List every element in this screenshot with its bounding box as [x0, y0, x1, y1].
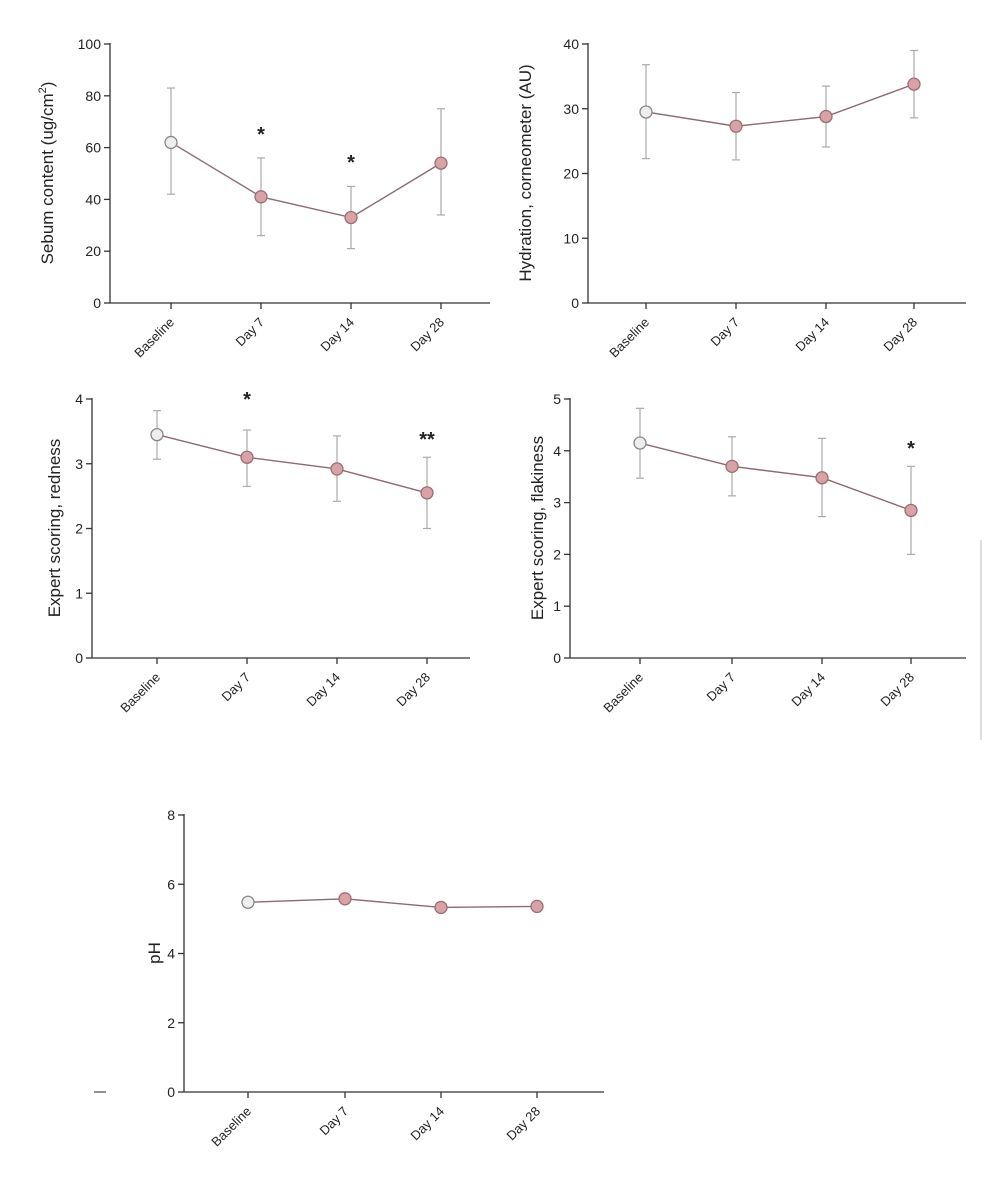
x-tick-label: Day 7 [232, 315, 267, 350]
x-tick-label: Baseline [208, 1104, 254, 1150]
chart-panel-5: 0 2 4 6 8 Baseline Day 7 Day 14 Day 28 pH [145, 807, 604, 1149]
x-tick-label: Day 14 [303, 670, 343, 710]
x-tick-label: Day 14 [788, 670, 828, 710]
y-axis-title: Expert scoring, redness [45, 439, 64, 618]
data-point [164, 135, 178, 150]
x-tick-label: Day 14 [407, 1104, 447, 1144]
y-tick-label: 5 [553, 391, 561, 407]
y-axis-title-text: Hydration, corneometer (AU) [516, 64, 535, 281]
y-axis-title: pH [145, 942, 164, 964]
chart-panel-2: 0 10 20 30 40 Baseline Day 7 Day 14 Day 28 Hydrat… [516, 36, 966, 360]
y-axis-title-superscript: 2 [37, 87, 49, 93]
x-tick-label: Day 28 [407, 315, 447, 355]
y-axis-title-text: Sebum content (ug/cm [38, 93, 57, 264]
series-line [639, 442, 912, 512]
x-tick-label: Baseline [606, 315, 652, 361]
y-tick-label: 0 [93, 295, 101, 311]
data-point [904, 503, 918, 518]
significance-marker: * [257, 124, 265, 146]
y-axis-title-text: Expert scoring, flakiness [528, 436, 547, 620]
y-tick-label: 80 [85, 88, 101, 104]
data-point [330, 462, 344, 476]
x-tick-label: Day 7 [316, 1104, 351, 1139]
x-tick-label: Day 28 [877, 670, 917, 710]
y-tick-label: 0 [75, 650, 83, 666]
x-tick-label: Day 14 [792, 315, 832, 355]
data-point [819, 109, 833, 124]
y-tick-label: 20 [85, 243, 101, 259]
x-tick-label: Day 7 [218, 670, 253, 705]
series-line [156, 433, 428, 494]
y-tick-label: 2 [75, 521, 83, 537]
y-axis-title-end: ) [38, 82, 57, 88]
y-tick-label: 40 [563, 36, 579, 52]
data-point [639, 105, 653, 119]
y-tick-label: 0 [167, 1084, 175, 1100]
significance-marker: * [347, 152, 355, 174]
y-axis-title: Expert scoring, flakiness [528, 436, 547, 620]
y-tick-label: 3 [553, 495, 561, 511]
data-point [729, 119, 743, 133]
data-point [240, 450, 254, 464]
y-tick-label: 100 [78, 36, 102, 52]
y-tick-label: 2 [553, 546, 561, 562]
x-tick-label: Day 28 [503, 1104, 543, 1144]
significance-marker: * [243, 389, 251, 411]
y-tick-label: 1 [75, 585, 83, 601]
y-axis-title-text: pH [145, 942, 164, 964]
y-tick-label: 30 [563, 101, 579, 117]
significance-marker: * [907, 438, 915, 460]
data-point [254, 190, 268, 204]
x-tick-label: Day 14 [317, 315, 357, 355]
data-point [338, 892, 352, 906]
y-tick-label: 60 [85, 140, 101, 156]
y-tick-label: 2 [167, 1015, 175, 1031]
y-tick-label: 3 [75, 456, 83, 472]
data-point [530, 899, 544, 914]
significance-marker: ** [419, 429, 435, 451]
x-tick-label: Day 28 [880, 315, 920, 355]
y-tick-label: 0 [553, 650, 561, 666]
x-tick-label: Day 28 [393, 670, 433, 710]
data-point [434, 156, 448, 170]
y-tick-label: 4 [553, 443, 561, 459]
y-axis-title-text: Expert scoring, redness [45, 439, 64, 618]
series-line [247, 898, 538, 909]
chart-panel-3: 0 1 2 3 4 Baseline Day 7 Day 14 Day 28 Expert sco… [45, 389, 470, 715]
x-tick-label: Day 7 [707, 315, 742, 350]
y-tick-label: 20 [563, 166, 579, 182]
data-point [907, 77, 921, 91]
y-tick-label: 10 [563, 230, 579, 246]
data-point [815, 471, 829, 485]
y-axis-title: Sebum content (ug/cm2) [37, 82, 57, 265]
y-tick-label: 8 [167, 807, 175, 823]
y-tick-label: 4 [167, 946, 175, 962]
x-tick-label: Baseline [131, 315, 177, 361]
data-point [344, 210, 358, 225]
data-point [150, 427, 164, 442]
y-tick-label: 40 [85, 191, 101, 207]
data-point [633, 436, 647, 450]
series-line [170, 141, 442, 219]
y-tick-label: 6 [167, 876, 175, 892]
x-tick-label: Day 7 [703, 670, 738, 705]
series-line [645, 83, 915, 127]
x-tick-label: Baseline [600, 670, 646, 716]
chart-panel-4: 0 1 2 3 4 5 Baseline Day 7 Day 14 Day 28 Expert sc… [528, 391, 966, 715]
data-point [725, 459, 739, 473]
data-point [241, 895, 255, 909]
chart-panel-1: 0 20 40 60 80 100 Baseline Day 7 Day 14 Day 28 Seb… [37, 36, 490, 360]
y-tick-label: 0 [571, 295, 579, 311]
x-tick-label: Baseline [117, 670, 163, 716]
data-point [434, 900, 448, 915]
y-tick-label: 1 [553, 598, 561, 614]
y-tick-label: 4 [75, 391, 83, 407]
y-axis-title: Hydration, corneometer (AU) [516, 64, 535, 281]
data-point [420, 486, 434, 500]
